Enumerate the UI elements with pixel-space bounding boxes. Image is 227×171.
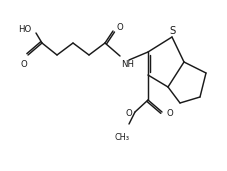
Text: CH₃: CH₃ [114, 133, 129, 142]
Text: S: S [169, 26, 175, 36]
Text: O: O [116, 23, 123, 32]
Text: O: O [20, 60, 27, 69]
Text: O: O [125, 109, 131, 119]
Text: HO: HO [18, 24, 31, 34]
Text: NH: NH [121, 60, 133, 69]
Text: O: O [166, 109, 173, 119]
